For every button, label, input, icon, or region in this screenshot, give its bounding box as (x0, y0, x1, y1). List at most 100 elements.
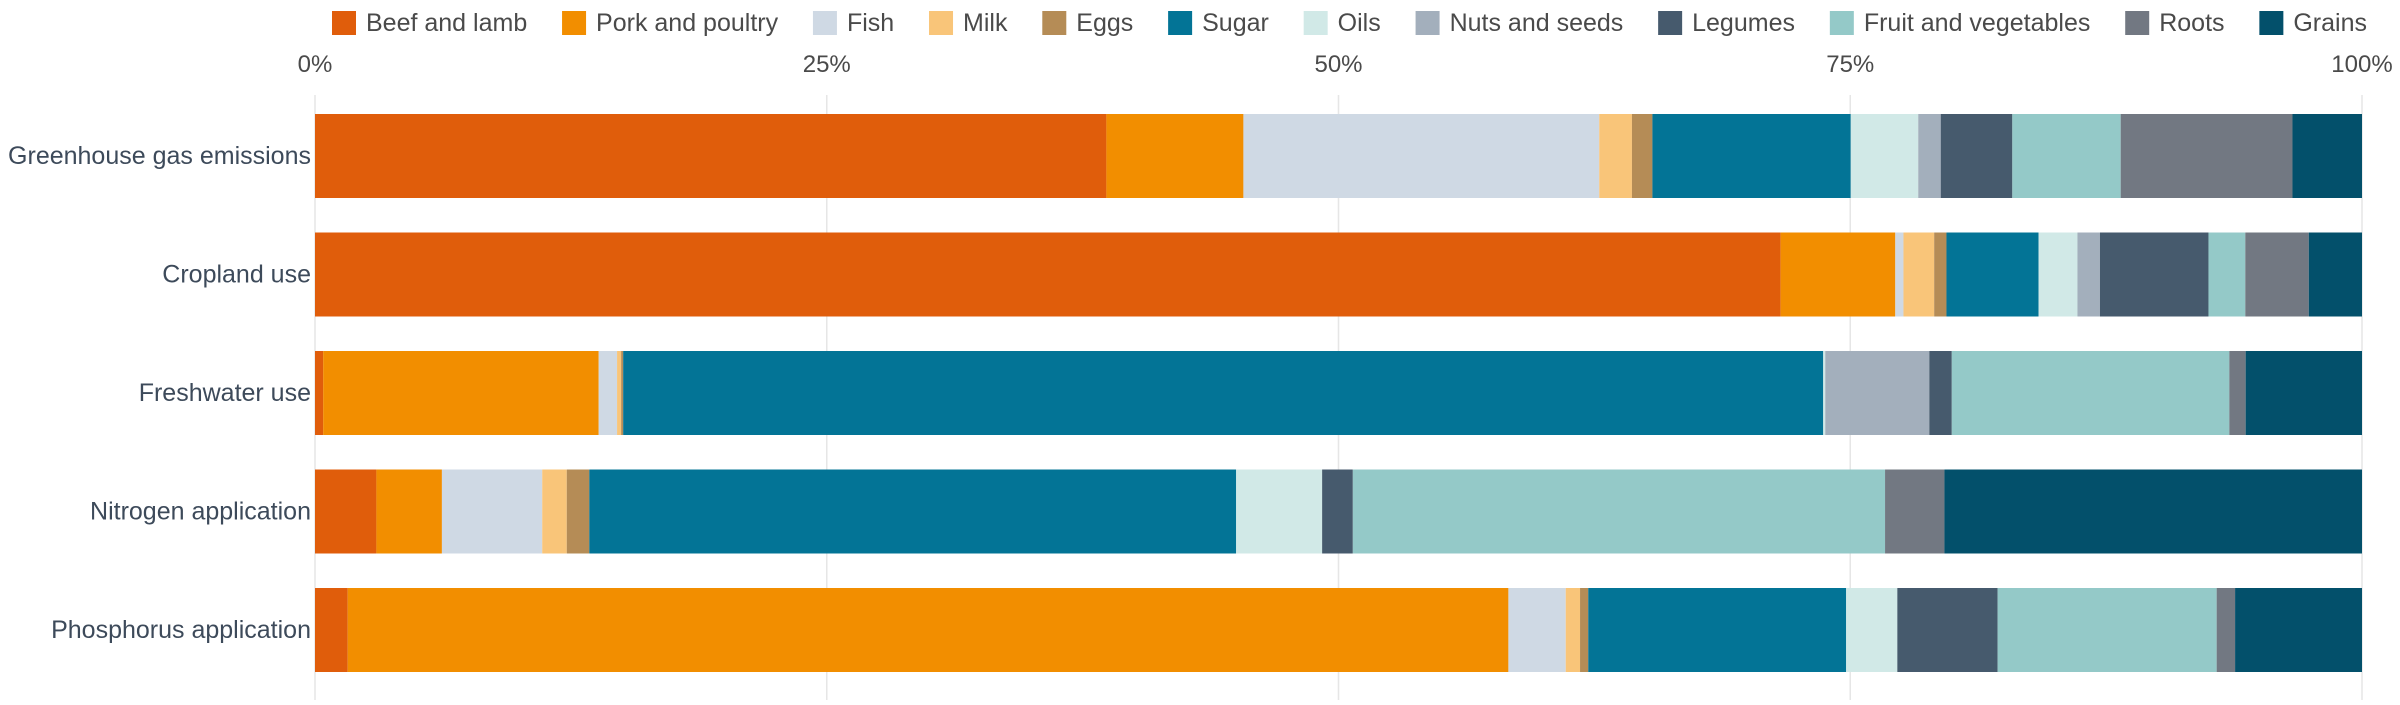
bar-segment-eggs[interactable] (1631, 114, 1653, 198)
bar-segment-eggs[interactable] (566, 469, 590, 554)
bar-segment-beef-and-lamb[interactable] (315, 232, 1781, 317)
bar-segment-grains[interactable] (2245, 351, 2362, 435)
bar-segment-fish[interactable] (1243, 114, 1600, 198)
bar-segment-legumes[interactable] (1322, 469, 1353, 554)
bar-segment-beef-and-lamb[interactable] (315, 469, 377, 554)
bar-segment-sugar[interactable] (1652, 114, 1851, 198)
bar-segment-legumes[interactable] (1929, 351, 1952, 435)
bar-segment-milk[interactable] (1903, 232, 1935, 317)
bar-segment-beef-and-lamb[interactable] (315, 351, 324, 435)
legend-label: Fish (847, 9, 894, 37)
bar-segment-sugar[interactable] (589, 469, 1237, 554)
bar-segment-fish[interactable] (598, 351, 618, 435)
bar-segment-milk[interactable] (1599, 114, 1632, 198)
bar-row-phosphorus-application (315, 588, 2362, 672)
bar-segment-oils[interactable] (2038, 232, 2078, 317)
legend-item-beef-and-lamb[interactable]: Beef and lamb (332, 9, 527, 37)
bar-segment-oils[interactable] (1850, 114, 1919, 198)
legend-swatch (332, 11, 356, 35)
bar-segment-oils[interactable] (1846, 588, 1898, 672)
bar-segment-legumes[interactable] (1940, 114, 2013, 198)
bar-segment-grains[interactable] (2308, 232, 2362, 317)
bar-segment-fruit-and-vegetables[interactable] (1997, 588, 2217, 672)
bar-segment-sugar[interactable] (623, 351, 1824, 435)
legend-label: Sugar (1202, 9, 1269, 37)
legend-label: Nuts and seeds (1450, 9, 1624, 37)
bar-segment-fish[interactable] (1508, 588, 1566, 672)
legend-swatch (812, 11, 837, 35)
legend-item-eggs[interactable]: Eggs (1042, 9, 1133, 37)
legend-label: Eggs (1076, 9, 1133, 37)
legend-label: Grains (2293, 9, 2367, 37)
bar-segment-fish[interactable] (1895, 232, 1904, 317)
bar-segment-nuts-and-seeds[interactable] (2077, 232, 2100, 317)
bar-segment-pork-and-poultry[interactable] (347, 588, 1509, 672)
bar-segment-fish[interactable] (441, 469, 543, 554)
x-tick-label: 25% (803, 51, 851, 78)
bar-segment-fruit-and-vegetables[interactable] (2208, 232, 2246, 317)
legend-item-legumes[interactable]: Legumes (1658, 9, 1795, 37)
legend-label: Roots (2159, 9, 2224, 37)
bar-segment-eggs[interactable] (1934, 232, 1947, 317)
x-tick-label: 0% (298, 51, 333, 78)
bar-segment-oils[interactable] (1236, 469, 1323, 554)
bar-segment-grains[interactable] (1944, 469, 2362, 554)
bar-segment-pork-and-poultry[interactable] (1780, 232, 1896, 317)
bar-segment-milk[interactable] (1565, 588, 1581, 672)
bar-segment-roots[interactable] (1885, 469, 1945, 554)
bar-segment-milk[interactable] (617, 351, 622, 435)
legend-item-roots[interactable]: Roots (2125, 9, 2225, 37)
legend-swatch (2125, 11, 2150, 35)
legend-item-fruit-and-vegetables[interactable]: Fruit and vegetables (1829, 9, 2091, 37)
bar-segment-eggs[interactable] (1580, 588, 1589, 672)
bar-segment-grains[interactable] (2292, 114, 2362, 198)
bar-row-cropland-use (315, 232, 2362, 317)
bar-segment-eggs[interactable] (621, 351, 624, 435)
bar-segment-beef-and-lamb[interactable] (315, 588, 348, 672)
bar-segment-sugar[interactable] (1946, 232, 2039, 317)
legend: Beef and lamb Pork and poultry Fish Milk Egg… (332, 9, 2367, 37)
legend-swatch (1168, 11, 1193, 35)
category-label-freshwater-use: Freshwater use (139, 379, 311, 407)
legend-label: Beef and lamb (366, 9, 527, 37)
bar-segment-sugar[interactable] (1588, 588, 1847, 672)
legend-swatch (1303, 11, 1328, 35)
bar-segment-milk[interactable] (542, 469, 567, 554)
bar-segment-beef-and-lamb[interactable] (315, 114, 1107, 198)
legend-item-oils[interactable]: Oils (1303, 9, 1381, 37)
bar-segment-legumes[interactable] (2099, 232, 2209, 317)
category-labels: Greenhouse gas emissions Cropland use Fres… (8, 142, 311, 644)
category-label-greenhouse-gas-emissions: Greenhouse gas emissions (8, 142, 311, 170)
legend-label: Milk (963, 9, 1008, 37)
legend-item-fish[interactable]: Fish (812, 9, 894, 37)
legend-item-nuts-and-seeds[interactable]: Nuts and seeds (1415, 9, 1624, 37)
legend-swatch (1042, 11, 1067, 35)
legend-label: Legumes (1692, 9, 1795, 37)
bar-segment-fruit-and-vegetables[interactable] (1352, 469, 1886, 554)
bar-segment-legumes[interactable] (1897, 588, 1998, 672)
legend-swatch (562, 11, 587, 35)
bar-segment-pork-and-poultry[interactable] (323, 351, 599, 435)
bar-segment-roots[interactable] (2120, 114, 2293, 198)
legend-label: Oils (1338, 9, 1381, 37)
x-tick-label: 100% (2331, 51, 2392, 78)
legend-item-sugar[interactable]: Sugar (1168, 9, 1269, 37)
bar-segment-roots[interactable] (2229, 351, 2246, 435)
bar-row-freshwater-use (315, 351, 2362, 435)
bar-segment-nuts-and-seeds[interactable] (1918, 114, 1941, 198)
legend-item-grains[interactable]: Grains (2259, 9, 2367, 37)
bar-segment-nuts-and-seeds[interactable] (1825, 351, 1930, 435)
bar-segment-grains[interactable] (2235, 588, 2362, 672)
bar-segment-pork-and-poultry[interactable] (376, 469, 442, 554)
bar-segment-fruit-and-vegetables[interactable] (2012, 114, 2121, 198)
legend-item-milk[interactable]: Milk (929, 9, 1008, 37)
bar-segment-fruit-and-vegetables[interactable] (1951, 351, 2230, 435)
legend-item-pork-and-poultry[interactable]: Pork and poultry (562, 9, 779, 37)
legend-swatch (1658, 11, 1683, 35)
bar-segment-roots[interactable] (2216, 588, 2236, 672)
bar-segment-pork-and-poultry[interactable] (1106, 114, 1244, 198)
bar-segment-roots[interactable] (2245, 232, 2309, 317)
bar-segment-oils[interactable] (1823, 351, 1826, 435)
